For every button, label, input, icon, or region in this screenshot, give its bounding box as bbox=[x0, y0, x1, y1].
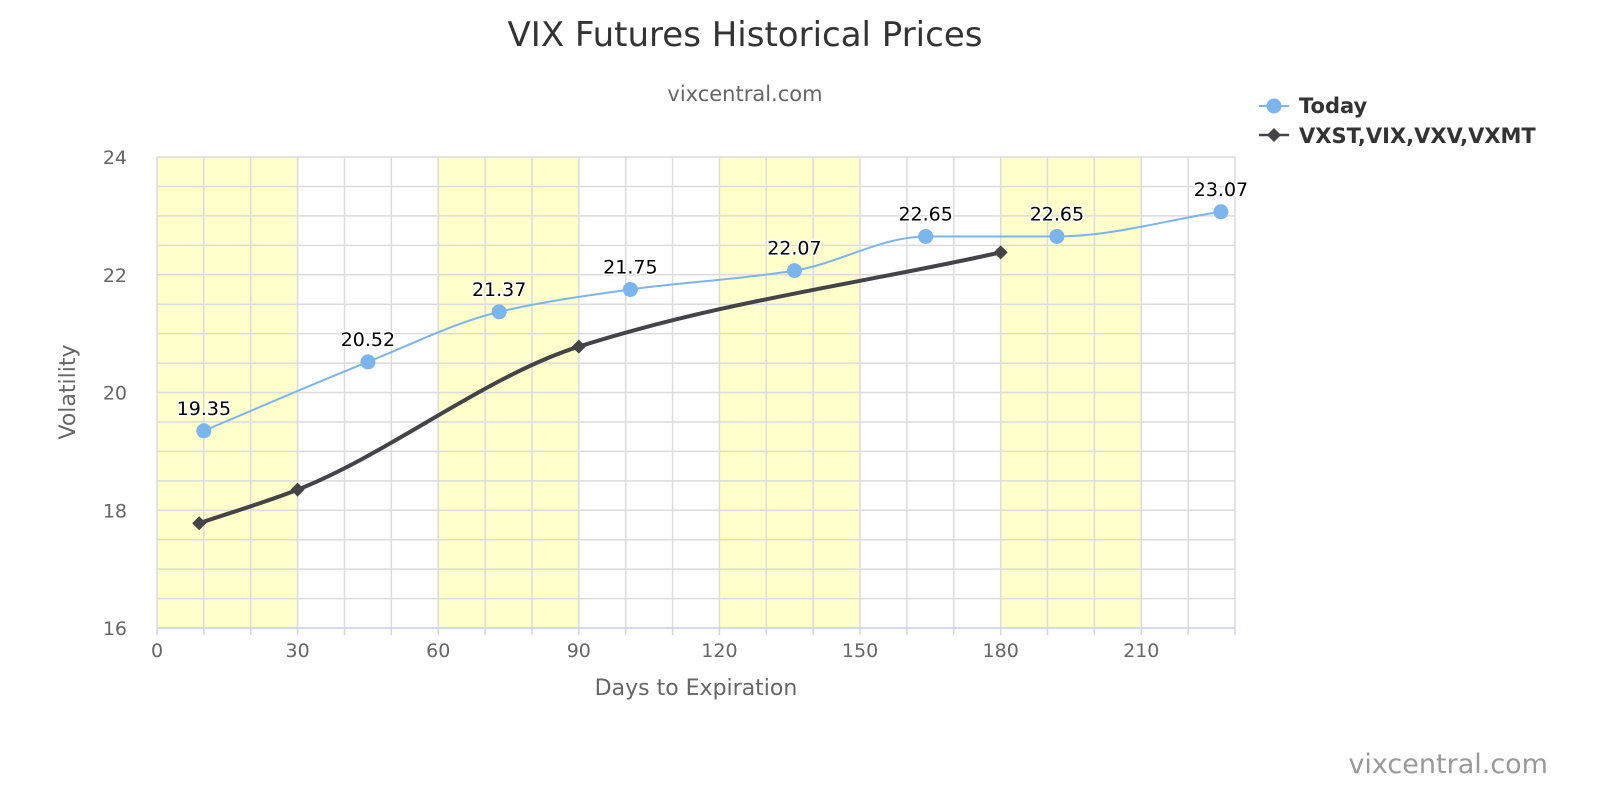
y-axis-title: Volatility bbox=[56, 344, 81, 439]
data-label-today: 19.35 bbox=[177, 398, 231, 420]
legend-label-today: Today bbox=[1299, 94, 1368, 118]
data-label-today: 21.37 bbox=[472, 279, 526, 301]
data-point-today[interactable] bbox=[196, 423, 212, 439]
data-point-today[interactable] bbox=[1049, 228, 1065, 244]
x-tick-label: 120 bbox=[701, 640, 737, 662]
y-tick-label: 18 bbox=[103, 500, 127, 522]
x-tick-label: 0 bbox=[151, 640, 163, 662]
data-point-term-structure[interactable] bbox=[290, 482, 305, 497]
y-tick-label: 22 bbox=[103, 265, 127, 287]
data-label-today: 23.07 bbox=[1194, 179, 1248, 201]
data-point-term-structure[interactable] bbox=[192, 516, 207, 531]
data-point-today[interactable] bbox=[786, 263, 802, 279]
data-point-today[interactable] bbox=[360, 354, 376, 370]
legend-label-term-structure: VXST,VIX,VXV,VXMT bbox=[1299, 124, 1536, 148]
y-tick-label: 24 bbox=[103, 147, 127, 169]
x-tick-label: 180 bbox=[983, 640, 1019, 662]
x-axis-ticks: 0 30 60 90 120 150 180 210 bbox=[151, 628, 1236, 662]
x-tick-label: 60 bbox=[426, 640, 450, 662]
legend-marker-term-structure bbox=[1267, 128, 1281, 142]
legend-item-term-structure[interactable]: VXST,VIX,VXV,VXMT bbox=[1259, 124, 1536, 148]
data-point-term-structure[interactable] bbox=[993, 245, 1008, 260]
legend-item-today[interactable]: Today bbox=[1259, 94, 1368, 118]
series-line-term-structure bbox=[197, 250, 1003, 526]
chart-title: VIX Futures Historical Prices bbox=[508, 15, 983, 55]
series-markers bbox=[192, 204, 1229, 531]
data-label-today: 22.65 bbox=[898, 203, 952, 225]
data-point-today[interactable] bbox=[622, 281, 638, 297]
data-point-term-structure[interactable] bbox=[571, 339, 586, 354]
data-point-today[interactable] bbox=[1213, 204, 1229, 220]
x-axis-title: Days to Expiration bbox=[595, 676, 798, 701]
x-tick-label: 90 bbox=[567, 640, 591, 662]
y-tick-label: 20 bbox=[103, 383, 127, 405]
y-axis-ticks: 16 18 20 22 24 bbox=[103, 147, 127, 640]
x-tick-label: 150 bbox=[842, 640, 878, 662]
y-tick-label: 16 bbox=[103, 618, 127, 640]
data-point-today[interactable] bbox=[918, 228, 934, 244]
credits-watermark[interactable]: vixcentral.com bbox=[1348, 749, 1548, 780]
legend: Today VXST,VIX,VXV,VXMT bbox=[1259, 94, 1536, 148]
grid-lines bbox=[156, 156, 1236, 629]
data-label-today: 22.07 bbox=[767, 238, 821, 260]
x-tick-label: 30 bbox=[286, 640, 310, 662]
legend-marker-today bbox=[1266, 98, 1282, 114]
data-label-today: 21.75 bbox=[603, 256, 657, 278]
x-tick-label: 210 bbox=[1123, 640, 1159, 662]
data-labels: 19.35 20.52 21.37 21.75 22.07 22.65 22.65 23.07 bbox=[175, 177, 1249, 421]
data-point-today[interactable] bbox=[491, 304, 507, 320]
data-label-today: 22.65 bbox=[1030, 203, 1084, 225]
data-label-today: 20.52 bbox=[341, 329, 395, 351]
chart-subtitle: vixcentral.com bbox=[667, 82, 822, 106]
